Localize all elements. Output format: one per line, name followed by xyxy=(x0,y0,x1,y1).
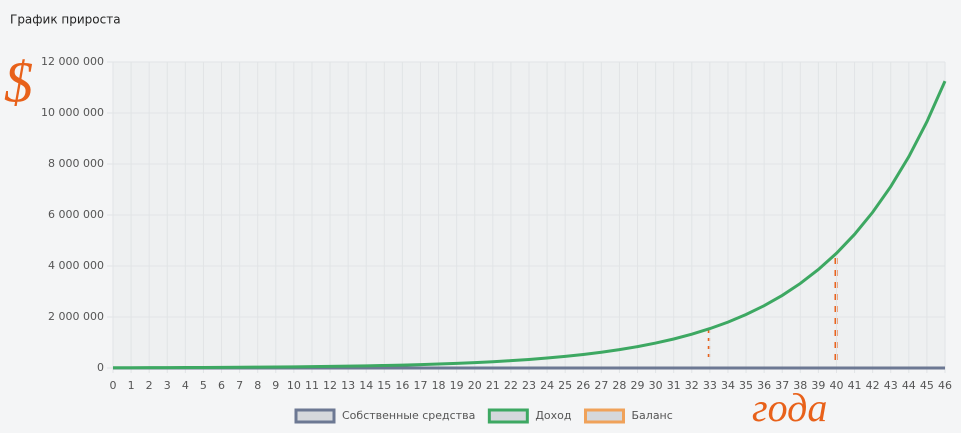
legend-label: Доход xyxy=(535,409,572,422)
x-tick-label: 46 xyxy=(938,379,952,392)
x-tick-label: 43 xyxy=(884,379,898,392)
x-tick-label: 33 xyxy=(703,379,717,392)
x-tick-label: 45 xyxy=(920,379,934,392)
y-tick-label: 8 000 000 xyxy=(48,157,104,170)
x-tick-label: 32 xyxy=(685,379,699,392)
y-tick-label: 0 xyxy=(97,361,104,374)
annotation: $ xyxy=(4,49,33,114)
x-tick-label: 34 xyxy=(721,379,735,392)
x-tick-label: 4 xyxy=(182,379,189,392)
x-tick-label: 14 xyxy=(359,379,373,392)
x-tick-label: 42 xyxy=(866,379,880,392)
x-tick-label: 12 xyxy=(323,379,337,392)
x-tick-label: 16 xyxy=(395,379,409,392)
x-tick-label: 10 xyxy=(287,379,301,392)
x-tick-label: 38 xyxy=(793,379,807,392)
plot: 0 2 000 000 4 000 000 6 000 000 8 000 000 10 … xyxy=(41,55,952,392)
x-tick-label: 40 xyxy=(829,379,843,392)
y-tick-label: 10 000 000 xyxy=(41,106,104,119)
x-tick-label: 23 xyxy=(522,379,536,392)
legend: Собственные средства Доход Баланс xyxy=(294,408,673,424)
legend-swatch xyxy=(294,408,336,424)
x-tick-label: 44 xyxy=(902,379,916,392)
x-tick-label: 19 xyxy=(450,379,464,392)
x-tick-label: 0 xyxy=(110,379,117,392)
x-tick-label: 13 xyxy=(341,379,355,392)
x-tick-label: 3 xyxy=(164,379,171,392)
x-tick-label: 1 xyxy=(128,379,135,392)
legend-label: Собственные средства xyxy=(342,409,475,422)
x-tick-label: 11 xyxy=(305,379,319,392)
x-tick-label: 41 xyxy=(848,379,862,392)
y-tick-label: 4 000 000 xyxy=(48,259,104,272)
x-tick-label: 5 xyxy=(200,379,207,392)
y-tick-label: 6 000 000 xyxy=(48,208,104,221)
x-tick-label: 35 xyxy=(739,379,753,392)
x-tick-label: 25 xyxy=(558,379,572,392)
x-tick-label: 26 xyxy=(576,379,590,392)
x-tick-label: 22 xyxy=(504,379,518,392)
x-tick-label: 7 xyxy=(236,379,243,392)
legend-label: Баланс xyxy=(632,409,673,422)
x-tick-label: 36 xyxy=(757,379,771,392)
x-tick-label: 29 xyxy=(631,379,645,392)
x-tick-label: 39 xyxy=(811,379,825,392)
x-tick-label: 6 xyxy=(218,379,225,392)
series-line xyxy=(112,80,947,370)
legend-swatch xyxy=(487,408,529,424)
x-tick-label: 17 xyxy=(413,379,427,392)
x-tick-label: 18 xyxy=(432,379,446,392)
x-tick-label: 37 xyxy=(775,379,789,392)
x-tick-label: 24 xyxy=(540,379,554,392)
annotation: года xyxy=(752,385,827,430)
x-tick-label: 8 xyxy=(254,379,261,392)
chart-title: График прироста xyxy=(10,13,121,27)
x-tick-label: 9 xyxy=(272,379,279,392)
x-tick-label: 2 xyxy=(146,379,153,392)
x-tick-label: 20 xyxy=(468,379,482,392)
x-tick-label: 31 xyxy=(667,379,681,392)
x-tick-label: 30 xyxy=(649,379,663,392)
y-tick-label: 2 000 000 xyxy=(48,310,104,323)
x-tick-label: 27 xyxy=(594,379,608,392)
y-tick-label: 12 000 000 xyxy=(41,55,104,68)
legend-swatch xyxy=(584,408,625,424)
x-tick-label: 21 xyxy=(486,379,500,392)
x-tick-label: 28 xyxy=(612,379,626,392)
x-tick-label: 15 xyxy=(377,379,391,392)
